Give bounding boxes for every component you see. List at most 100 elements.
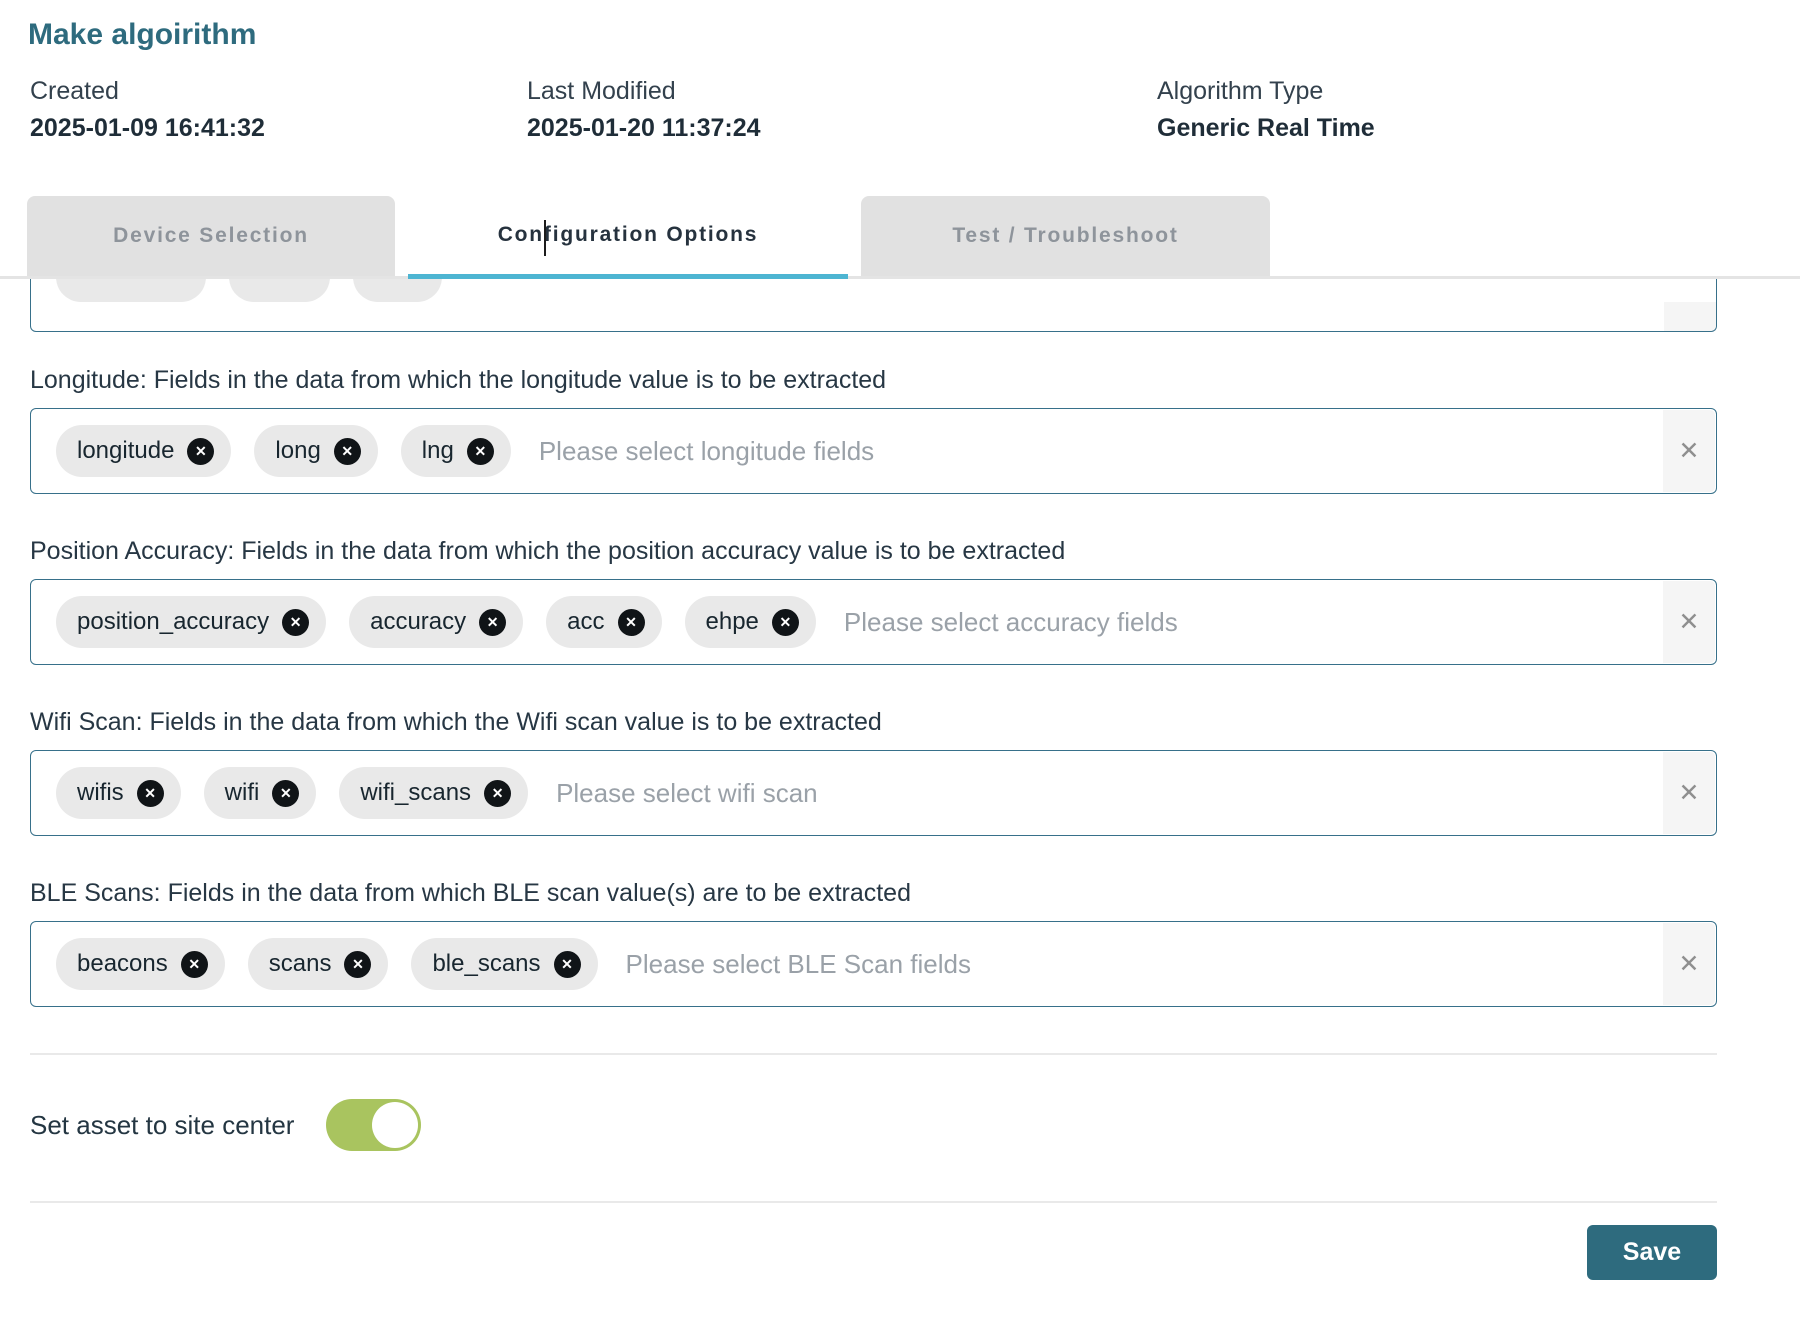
divider — [30, 1201, 1717, 1203]
meta-algorithm-type: Algorithm Type Generic Real Time — [1157, 76, 1375, 143]
tab-label: Configuration Options — [497, 223, 759, 246]
field-section-position-accuracy: Position Accuracy: Fields in the data fr… — [30, 536, 1717, 665]
input-placeholder: Please select wifi scan — [556, 777, 818, 808]
chip: ehpe ✕ — [684, 596, 816, 648]
chip-text: scans — [268, 950, 332, 977]
field-list: Longitude: Fields in the data from which… — [30, 365, 1717, 1007]
site-center-toggle[interactable] — [326, 1099, 422, 1151]
chip — [229, 279, 330, 302]
tab-test-troubleshoot[interactable]: Test / Troubleshoot — [861, 196, 1270, 276]
chip: lng ✕ — [400, 425, 511, 477]
chip-text: wifi_scans — [360, 779, 472, 806]
field-clear-button[interactable]: ✕ — [1663, 923, 1715, 1005]
field-clear-button[interactable]: ✕ — [1663, 410, 1715, 492]
chip — [56, 279, 206, 302]
chip-list: beacons ✕ scans ✕ ble_scans ✕ — [56, 938, 598, 990]
chip-text: wifi — [224, 779, 260, 806]
chip-text: position_accuracy — [77, 608, 270, 635]
field-section-wifi-scan: Wifi Scan: Fields in the data from which… — [30, 707, 1717, 836]
configuration-options-panel: Longitude: Fields in the data from which… — [0, 279, 1800, 1280]
field-clear-button[interactable]: ✕ — [1663, 752, 1715, 834]
chip-text: ehpe — [705, 608, 759, 635]
chip-text: longitude — [77, 437, 175, 464]
field-label: Position Accuracy: Fields in the data fr… — [30, 537, 1066, 565]
toggle-knob — [372, 1102, 419, 1148]
meta-created: Created 2025-01-09 16:41:32 — [30, 76, 527, 143]
chip: wifi ✕ — [203, 767, 317, 819]
chip: ble_scans ✕ — [411, 938, 598, 990]
toggle-label: Set asset to site center — [30, 1109, 295, 1140]
field-section-longitude: Longitude: Fields in the data from which… — [30, 365, 1717, 494]
meta-row: Created 2025-01-09 16:41:32 Last Modifie… — [0, 76, 1800, 143]
text-cursor — [544, 220, 547, 256]
chip-text: ble_scans — [432, 950, 541, 977]
truncated-multiselect-input[interactable] — [30, 279, 1717, 332]
toggle-row: Set asset to site center — [30, 1099, 1717, 1151]
chip-remove-icon[interactable]: ✕ — [771, 608, 799, 636]
tab-device-selection[interactable]: Device Selection — [27, 196, 395, 276]
wifi-scan-multiselect-input[interactable]: wifis ✕ wifi ✕ wifi_scans ✕ Please select wifi… — [30, 750, 1717, 836]
chip-remove-icon[interactable]: ✕ — [180, 950, 208, 978]
chip: wifi_scans ✕ — [339, 767, 529, 819]
chip-remove-icon[interactable]: ✕ — [187, 437, 215, 465]
chip-remove-icon[interactable]: ✕ — [282, 608, 310, 636]
x-icon: ✕ — [1678, 437, 1700, 465]
chip: acc ✕ — [546, 596, 662, 648]
tab-label: Device Selection — [113, 224, 309, 247]
chip-list: position_accuracy ✕ accuracy ✕ acc ✕ ehpe ✕ — [56, 596, 816, 648]
page-title: Make algoirithm — [28, 18, 257, 51]
tab-bar: Device Selection Configuration Options T… — [0, 196, 1800, 279]
input-placeholder: Please select BLE Scan fields — [625, 948, 971, 979]
x-icon: ✕ — [1678, 779, 1700, 807]
ble-scans-multiselect-input[interactable]: beacons ✕ scans ✕ ble_scans ✕ Please select BL… — [30, 921, 1717, 1007]
save-row: Save — [30, 1225, 1717, 1280]
position-accuracy-multiselect-input[interactable]: position_accuracy ✕ accuracy ✕ acc ✕ ehpe ✕ Plea… — [30, 579, 1717, 665]
last-modified-label: Last Modified — [527, 77, 676, 105]
chip-remove-icon[interactable]: ✕ — [479, 608, 507, 636]
chip-remove-icon[interactable]: ✕ — [272, 779, 300, 807]
chip: accuracy ✕ — [349, 596, 524, 648]
save-button[interactable]: Save — [1587, 1225, 1717, 1280]
chip-remove-icon[interactable]: ✕ — [466, 437, 494, 465]
chip-remove-icon[interactable]: ✕ — [333, 437, 361, 465]
longitude-multiselect-input[interactable]: longitude ✕ long ✕ lng ✕ Please select longitu… — [30, 408, 1717, 494]
field-section-ble-scans: BLE Scans: Fields in the data from which… — [30, 878, 1717, 1007]
algorithm-type-label: Algorithm Type — [1157, 77, 1324, 105]
chip-text: long — [275, 437, 321, 464]
tab-configuration-options[interactable]: Configuration Options — [408, 196, 848, 279]
field-label: BLE Scans: Fields in the data from which… — [30, 879, 911, 907]
chip: long ✕ — [254, 425, 378, 477]
chip-list: longitude ✕ long ✕ lng ✕ — [56, 425, 511, 477]
chip-text: wifis — [77, 779, 124, 806]
x-icon: ✕ — [1678, 950, 1700, 978]
chip-text: accuracy — [370, 608, 467, 635]
chip-text: acc — [567, 608, 605, 635]
meta-last-modified: Last Modified 2025-01-20 11:37:24 — [527, 76, 1157, 143]
chip-remove-icon[interactable]: ✕ — [344, 950, 372, 978]
chip-list: wifis ✕ wifi ✕ wifi_scans ✕ — [56, 767, 529, 819]
created-value: 2025-01-09 16:41:32 — [30, 114, 265, 142]
chip-remove-icon[interactable]: ✕ — [136, 779, 164, 807]
field-label: Longitude: Fields in the data from which… — [30, 366, 887, 394]
chip — [353, 279, 442, 302]
field-label: Wifi Scan: Fields in the data from which… — [30, 708, 882, 736]
chip: wifis ✕ — [56, 767, 181, 819]
tab-label: Test / Troubleshoot — [952, 224, 1179, 247]
x-icon: ✕ — [1678, 608, 1700, 636]
chip: longitude ✕ — [56, 425, 232, 477]
input-placeholder: Please select accuracy fields — [843, 606, 1178, 637]
chip: beacons ✕ — [56, 938, 225, 990]
chip-text: beacons — [77, 950, 168, 977]
created-label: Created — [30, 77, 119, 105]
chip-text: lng — [421, 437, 454, 464]
chip-remove-icon[interactable]: ✕ — [484, 779, 512, 807]
last-modified-value: 2025-01-20 11:37:24 — [527, 114, 761, 142]
field-clear-button[interactable]: ✕ — [1663, 581, 1715, 663]
chip: scans ✕ — [247, 938, 389, 990]
truncated-chips — [31, 279, 1716, 302]
chip: position_accuracy ✕ — [56, 596, 327, 648]
chip-remove-icon[interactable]: ✕ — [617, 608, 645, 636]
field-clear-area[interactable] — [1664, 302, 1716, 331]
chip-remove-icon[interactable]: ✕ — [553, 950, 581, 978]
